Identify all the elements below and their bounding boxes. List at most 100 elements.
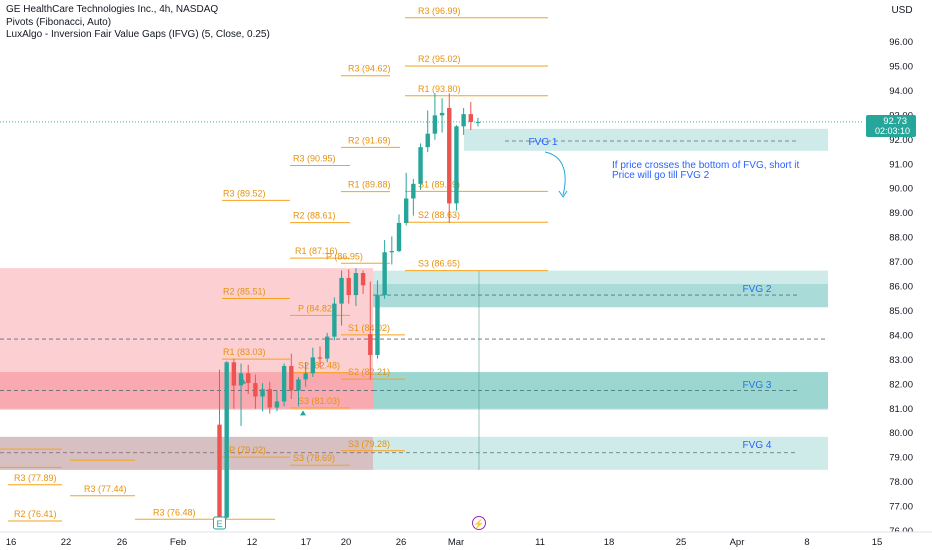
pivot-label: S2 (88.63)	[418, 210, 460, 220]
price-tick-label: 86.00	[889, 282, 913, 293]
price-tick-label: 78.00	[889, 477, 913, 488]
price-tick-label: 83.00	[889, 355, 913, 366]
fvg-zone-inner	[373, 372, 828, 409]
annotation-arrow	[544, 151, 566, 196]
fvg-zone-box	[373, 372, 828, 410]
candle-body	[396, 222, 402, 252]
price-tick-label: 91.00	[889, 159, 913, 170]
pivot-label: R2 (95.02)	[418, 54, 461, 64]
pivot-label: R1 (89.88)	[348, 180, 391, 190]
price-tick-label: 79.00	[889, 453, 913, 464]
signal-triangle	[300, 410, 306, 416]
pivot-label: R1 (93.80)	[418, 84, 461, 94]
symbol-title[interactable]: GE HealthCare Technologies Inc., 4h, NAS…	[6, 4, 219, 15]
pivot-label: R3 (76.48)	[153, 507, 196, 517]
dividend-icon: ⚡	[473, 518, 484, 530]
pivot-label: R2 (88.61)	[293, 211, 336, 221]
candle-body	[253, 383, 258, 397]
candle-body	[425, 133, 430, 148]
fvg-label: FVG 4	[743, 440, 772, 451]
price-tick-label: 90.00	[889, 184, 913, 195]
indicator-pivots-label[interactable]: Pivots (Fibonacci, Auto)	[6, 16, 112, 28]
time-axis-bg	[0, 532, 932, 550]
candle-body	[353, 273, 359, 296]
annotation-arrowhead	[558, 190, 568, 198]
pivot-label: S3 (79.28)	[348, 439, 390, 449]
earnings-letter: E	[216, 519, 222, 529]
candle-body	[317, 357, 323, 359]
pivot-label: R3 (89.52)	[223, 188, 266, 198]
candle-body	[224, 362, 229, 518]
candle-body	[447, 108, 452, 204]
last-price-badge	[866, 114, 916, 137]
earnings-marker: E	[213, 516, 226, 530]
fvg-label: FVG 2	[743, 284, 772, 295]
candle-body	[382, 252, 387, 296]
price-axis-bg	[862, 0, 932, 550]
annotation: If price crosses the bottom of FVG, shor…	[544, 151, 800, 198]
price-tick-label: 95.00	[889, 61, 913, 72]
candle-body	[339, 277, 344, 304]
price-tick-label: 77.00	[889, 502, 913, 513]
currency-button[interactable]: USD	[891, 5, 913, 16]
candle-body	[332, 303, 337, 337]
candle-body	[439, 112, 445, 116]
pivot-label: P (84.82)	[298, 303, 335, 313]
price-tick-label: 85.00	[889, 306, 913, 317]
price-axis: 76.0077.0078.0079.0080.0081.0082.0083.00…	[862, 0, 932, 550]
pivot-label: R3 (90.95)	[293, 153, 336, 163]
fvg-zone-box	[373, 270, 828, 308]
price-tick-label: 80.00	[889, 428, 913, 439]
time-tick-label: 22	[61, 537, 72, 548]
candle-body	[296, 379, 301, 391]
pivot-label: R2 (91.69)	[348, 135, 391, 145]
pivot-label: S2 (82.21)	[348, 367, 390, 377]
dividend-marker: ⚡	[472, 516, 486, 530]
candle-body	[432, 115, 438, 134]
bar-countdown: 02:03:10	[875, 126, 910, 136]
price-tick-label: 96.00	[889, 37, 913, 48]
dividend-badge	[472, 516, 486, 530]
candle-body	[303, 373, 308, 380]
annotation-text: Price will go till FVG 2	[612, 170, 710, 181]
candle-body	[360, 273, 366, 286]
candle-body	[461, 114, 466, 127]
pivot-label: R2 (76.41)	[14, 509, 57, 519]
time-tick-label: 8	[804, 537, 809, 548]
pivot-label: R1 (83.03)	[223, 347, 266, 357]
signal-triangle	[240, 378, 246, 384]
annotation-text: If price crosses the bottom of FVG, shor…	[612, 160, 800, 171]
fvg-zone-box	[0, 436, 828, 470]
candle-body	[310, 357, 316, 374]
candle-body	[368, 334, 373, 355]
indicator-ifvg-label[interactable]: LuxAlgo - Inversion Fair Value Gaps (IFV…	[6, 29, 270, 40]
time-tick-label: 26	[117, 537, 128, 548]
time-tick-label: 26	[396, 537, 407, 548]
candle-body	[325, 336, 330, 359]
pivot-label: S1 (89.89)	[418, 179, 460, 189]
pivot-levels: R3 (96.99) R2 (95.02) R1 (93.80) R3 (94.62)…	[0, 6, 548, 522]
pivot-label: R2 (85.51)	[223, 286, 266, 296]
time-tick-label: Feb	[170, 537, 186, 548]
fvg-label: FVG 3	[743, 380, 772, 391]
pivot-label: P (86.95)	[326, 251, 363, 261]
price-tick-label: 89.00	[889, 208, 913, 219]
candle-body	[289, 365, 294, 391]
time-tick-label: 18	[604, 537, 615, 548]
time-axis: 16 22 26 Feb 12 17 20 26 Mar 11 18 25 Apr 8 15	[0, 531, 932, 550]
fvg-zone-inner	[373, 284, 828, 308]
candle-body	[281, 365, 287, 402]
candle-body	[403, 198, 409, 223]
time-tick-label: 15	[872, 537, 883, 548]
pivot-label: R3 (77.44)	[84, 484, 127, 494]
pivot-label: S2 (82.48)	[298, 361, 340, 371]
price-tick-label: 84.00	[889, 330, 913, 341]
fvg-zone-box	[464, 128, 828, 151]
pivot-label: S3 (86.65)	[418, 259, 460, 269]
earnings-badge	[213, 516, 226, 530]
time-tick-label: 11	[535, 537, 545, 548]
price-tick-label: 81.00	[889, 404, 913, 415]
time-tick-label: 20	[341, 537, 352, 548]
